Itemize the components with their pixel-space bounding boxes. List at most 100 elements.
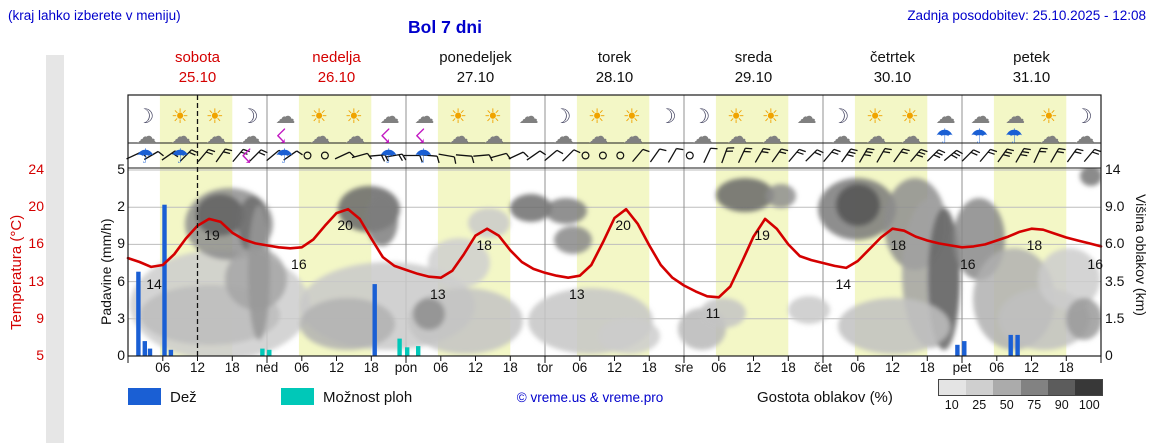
day-header-name: četrtek	[869, 49, 915, 66]
cloud-density-swatch	[939, 380, 967, 395]
temp-value-label: 20	[337, 217, 353, 234]
weather-icon: ☀☁	[344, 104, 365, 148]
hour-label: 06	[294, 360, 310, 375]
day-header-name: sreda	[734, 49, 773, 66]
weather-icon: ☽☁	[1074, 104, 1095, 148]
hour-label: 12	[467, 360, 484, 375]
cloud-density-gradient	[938, 379, 1103, 396]
temp-axis-tick: 5	[36, 347, 44, 363]
hour-label: 12	[745, 360, 762, 375]
weather-icon: ☀☁	[622, 104, 643, 148]
hour-label: 06	[989, 360, 1005, 375]
weather-icon: ☀☁	[483, 104, 504, 148]
weather-icon: ☁	[518, 104, 539, 128]
weather-icon: ☽☁	[553, 104, 573, 148]
cloud-density-gradient-ticks: 10 25 50 75 90 100	[938, 398, 1103, 412]
hour-label: 06	[155, 360, 171, 375]
temp-value-label: 16	[959, 256, 976, 273]
hour-label: 06	[572, 360, 588, 375]
temp-value-label: 16	[1087, 256, 1103, 273]
weather-icon: ☽	[658, 104, 677, 128]
hour-label: 06	[850, 360, 866, 375]
cloud-density-tick: 25	[972, 398, 987, 412]
weather-icon: ☁☇☂	[275, 104, 295, 168]
day-header-date: 27.10	[456, 69, 495, 86]
hour-label: 18	[641, 360, 657, 375]
hour-label: 06	[433, 360, 449, 375]
temp-axis-tick: 16	[28, 235, 44, 252]
precip-axis-tick: 9	[117, 235, 125, 252]
day-header-date: 25.10	[178, 69, 217, 86]
temp-value-label: 18	[476, 236, 492, 253]
temp-axis-tick: 20	[28, 198, 44, 215]
hour-label: 12	[606, 360, 623, 375]
hour-label: 18	[780, 360, 796, 375]
left-scale-strip	[46, 55, 64, 443]
cloud-density-swatch	[966, 380, 994, 395]
weather-icon: ☽☁☂	[136, 104, 156, 168]
temp-value-label: 14	[146, 275, 162, 292]
day-header-name: torek	[597, 49, 632, 66]
precip-axis-tick: 6	[117, 272, 125, 289]
weather-icon: ☀☁	[205, 104, 226, 148]
hour-label: 12	[1023, 360, 1040, 375]
weather-icon: ☀☁	[866, 104, 886, 148]
copyright-link[interactable]: © vreme.us & vreme.pro	[516, 390, 664, 405]
temp-value-label: 19	[204, 226, 220, 243]
rain-legend-label: Dež	[170, 389, 197, 406]
cloud-axis-tick: 0	[1105, 347, 1113, 363]
day-header-name: ponedeljek	[439, 49, 512, 66]
temp-value-label: 20	[615, 217, 631, 234]
weather-icon: ☀☁	[588, 104, 608, 148]
cloud-density-tick: 75	[1027, 398, 1042, 412]
temp-value-label: 14	[835, 275, 852, 292]
precip-axis-tick: 3	[117, 309, 125, 326]
weather-icon: ☁☂	[935, 104, 956, 148]
weather-icon: ☽☁☇	[240, 104, 261, 168]
page-title: Bol 7 dni	[408, 17, 482, 37]
day-header-date: 31.10	[1012, 69, 1051, 86]
cloud-density-tick: 90	[1054, 398, 1069, 412]
temp-value-label: 18	[890, 236, 907, 253]
day-header-date: 29.10	[734, 69, 773, 86]
cloud-density-tick: 50	[999, 398, 1014, 412]
day-header-date: 30.10	[873, 69, 912, 86]
weather-icon: ☀☁	[900, 104, 921, 148]
precip-axis-tick: 0	[117, 347, 125, 363]
precipitation-axis-title: Padavine (mm/h)	[98, 218, 114, 325]
weather-icon: ☁	[796, 104, 817, 128]
temp-axis-tick: 9	[36, 309, 44, 326]
temp-value-label: 16	[291, 256, 307, 273]
temp-axis-tick: 24	[28, 161, 44, 177]
cloud-axis-tick: 6.0	[1105, 235, 1125, 252]
temp-value-label: 19	[754, 226, 770, 243]
day-header-date: 28.10	[595, 69, 634, 86]
weather-icon: ☀☁	[727, 104, 747, 148]
weather-icon: ☁☂	[970, 104, 990, 148]
hour-label: 06	[711, 360, 727, 375]
shower-legend-swatch	[281, 388, 314, 405]
cloud-density-swatch	[993, 380, 1021, 395]
day-abbr-label: ned	[255, 360, 279, 375]
hour-label: 18	[919, 360, 935, 375]
day-abbr-label: pet	[952, 360, 972, 375]
cloud-density-swatch	[1047, 380, 1075, 395]
last-update: Zadnja posodobitev: 25.10.2025 - 12:08	[907, 8, 1146, 23]
day-header-name: petek	[1013, 49, 1050, 66]
precip-axis-tick: 2	[117, 198, 125, 215]
temp-axis-tick: 13	[28, 272, 44, 289]
day-header-name: nedelja	[312, 49, 361, 66]
day-header-date: 26.10	[317, 69, 356, 86]
hour-label: 12	[189, 360, 206, 375]
hour-label: 12	[884, 360, 901, 375]
cloud-axis-tick: 14	[1105, 161, 1121, 177]
cloud-axis-tick: 9.0	[1105, 198, 1125, 215]
weather-icon: ☀☁	[1039, 104, 1060, 148]
weather-icon: ☽☁	[831, 104, 851, 148]
temp-value-label: 18	[1026, 236, 1043, 253]
cloud-axis-tick: 3.5	[1105, 272, 1125, 289]
hour-label: 18	[502, 360, 518, 375]
day-abbr-label: pon	[394, 360, 418, 375]
weather-icon: ☽☁	[692, 104, 712, 148]
